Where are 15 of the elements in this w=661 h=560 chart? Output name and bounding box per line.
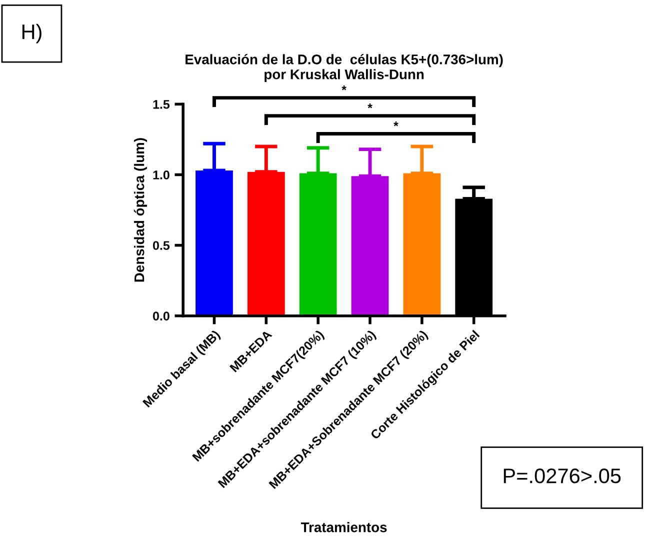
y-tick-label: 1.5 [153,100,170,109]
annotation: * [394,122,398,126]
y-axis-title: Densidad óptica (lum) [134,138,147,282]
y-tick-label: 1.0 [153,170,170,180]
annotation: * [368,104,372,108]
text: * [342,86,346,90]
y-tick-label: 0.5 [153,241,170,250]
text: P=.0276>.05 [504,468,621,484]
chart-title: Evaluación de la D.O de células K5+(0.736>lum) por Kruskal Wallis-Dunn [186,54,503,82]
text: H) [22,24,42,44]
bar [247,172,285,316]
bar [403,173,441,316]
bar [299,173,337,316]
x-axis-title: Tratamientos [300,522,387,532]
y-tick-label: 0.0 [153,312,170,320]
